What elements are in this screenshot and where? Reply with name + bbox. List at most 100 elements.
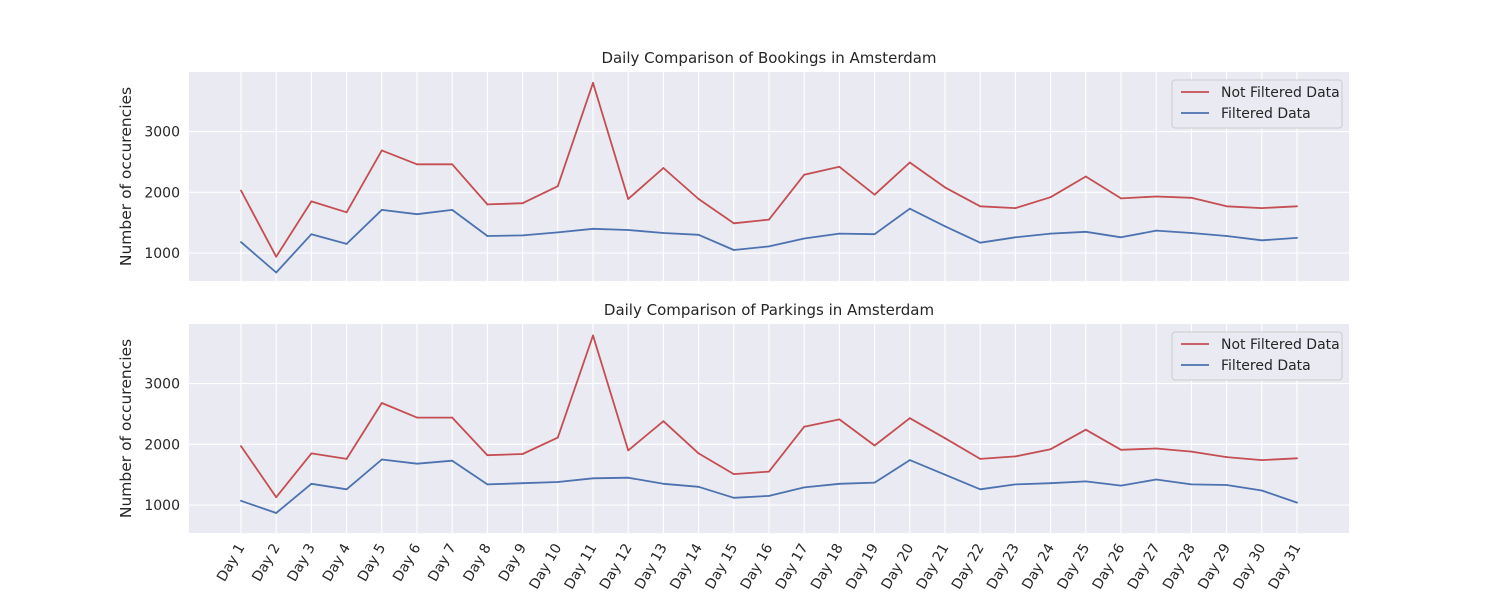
data-point <box>1225 235 1228 237</box>
x-tick-label: Day 29 <box>1195 541 1234 592</box>
data-point <box>768 470 770 473</box>
x-tick-label: Day 12 <box>597 541 636 592</box>
data-point <box>416 213 418 216</box>
data-point <box>873 193 876 196</box>
data-point <box>1084 175 1087 178</box>
x-tick-label: Day 14 <box>667 541 706 592</box>
y-tick-label: 1000 <box>144 246 180 262</box>
data-point <box>944 473 946 476</box>
x-tick-label: Day 15 <box>702 541 741 592</box>
data-point <box>451 163 454 166</box>
data-point <box>556 436 559 439</box>
data-point <box>592 82 594 84</box>
data-point <box>275 496 278 499</box>
data-point <box>1260 489 1263 492</box>
data-point <box>732 222 735 225</box>
legend-label: Not Filtered Data <box>1221 337 1340 353</box>
data-point <box>1190 450 1193 453</box>
x-tick-label: Day 6 <box>390 541 424 585</box>
data-point <box>1049 232 1052 235</box>
data-point <box>1155 229 1158 232</box>
data-point <box>345 243 348 245</box>
data-point <box>1014 236 1017 239</box>
data-point <box>556 231 559 234</box>
data-point <box>768 495 770 497</box>
data-point <box>416 416 418 419</box>
data-point <box>416 462 418 465</box>
data-point <box>345 457 348 460</box>
legend-box <box>1171 331 1343 381</box>
data-point <box>451 416 454 419</box>
data-point <box>416 163 418 166</box>
data-point <box>345 211 348 214</box>
data-point <box>803 173 806 176</box>
chart-panel-1: 1000 2000 3000 Daily Comparison of Bookings… <box>117 49 1349 281</box>
data-point <box>873 444 876 447</box>
x-tick-label: Day 19 <box>843 541 882 592</box>
data-point <box>1084 428 1087 431</box>
data-point <box>275 512 278 514</box>
y-tick-label: 2000 <box>144 185 180 201</box>
data-point <box>838 418 841 421</box>
data-point <box>240 499 242 502</box>
data-point <box>627 198 630 200</box>
x-tick-label: Day 11 <box>562 541 601 592</box>
legend: Not Filtered Data Filtered Data <box>1171 79 1343 129</box>
data-point <box>1260 207 1263 209</box>
data-point <box>1120 484 1122 487</box>
data-point <box>908 207 911 210</box>
data-point <box>908 417 911 420</box>
data-point <box>697 233 700 236</box>
x-tick-label: Day 26 <box>1090 541 1129 592</box>
data-point <box>310 200 313 203</box>
data-point <box>1049 448 1052 451</box>
chart-title: Daily Comparison of Bookings in Amsterda… <box>601 49 936 67</box>
data-point <box>732 473 735 475</box>
data-point <box>240 241 242 244</box>
data-point <box>768 218 770 221</box>
x-tick-label: Day 30 <box>1230 541 1269 592</box>
x-tick-label: Day 13 <box>632 541 671 592</box>
x-tick-label: Day 27 <box>1125 541 1164 592</box>
data-point <box>944 437 946 440</box>
data-point <box>1296 236 1298 239</box>
data-point <box>1190 196 1193 199</box>
data-point <box>521 202 524 205</box>
data-point <box>697 485 700 488</box>
x-tick-label: Day 24 <box>1019 541 1058 592</box>
data-point <box>1225 456 1228 458</box>
data-point <box>451 209 454 211</box>
data-point <box>380 402 383 404</box>
data-point <box>592 227 594 230</box>
data-point <box>240 189 242 192</box>
y-tick-label: 2000 <box>144 437 180 453</box>
data-point <box>662 482 665 485</box>
data-point <box>451 459 454 462</box>
data-point <box>662 420 665 423</box>
data-point <box>838 482 841 485</box>
data-point <box>275 255 278 258</box>
data-point <box>1296 205 1298 208</box>
data-point <box>1120 197 1122 200</box>
data-point <box>662 167 665 169</box>
x-tick-label: Day 28 <box>1160 541 1199 592</box>
data-point <box>979 241 982 244</box>
data-point <box>1014 455 1017 458</box>
data-point <box>521 453 524 455</box>
data-point <box>310 233 313 236</box>
data-point <box>873 481 876 484</box>
data-point <box>1014 483 1017 486</box>
data-point <box>979 488 982 491</box>
data-point <box>380 458 383 461</box>
data-point <box>1049 196 1052 199</box>
legend-box <box>1171 79 1343 129</box>
x-tick-label: Day 2 <box>249 541 283 585</box>
data-point <box>521 234 524 237</box>
data-point <box>486 235 489 237</box>
data-point <box>275 271 278 274</box>
data-point <box>1260 239 1263 242</box>
x-tick-label: Day 17 <box>773 541 812 592</box>
data-point <box>838 232 841 235</box>
legend-label: Filtered Data <box>1221 106 1311 122</box>
